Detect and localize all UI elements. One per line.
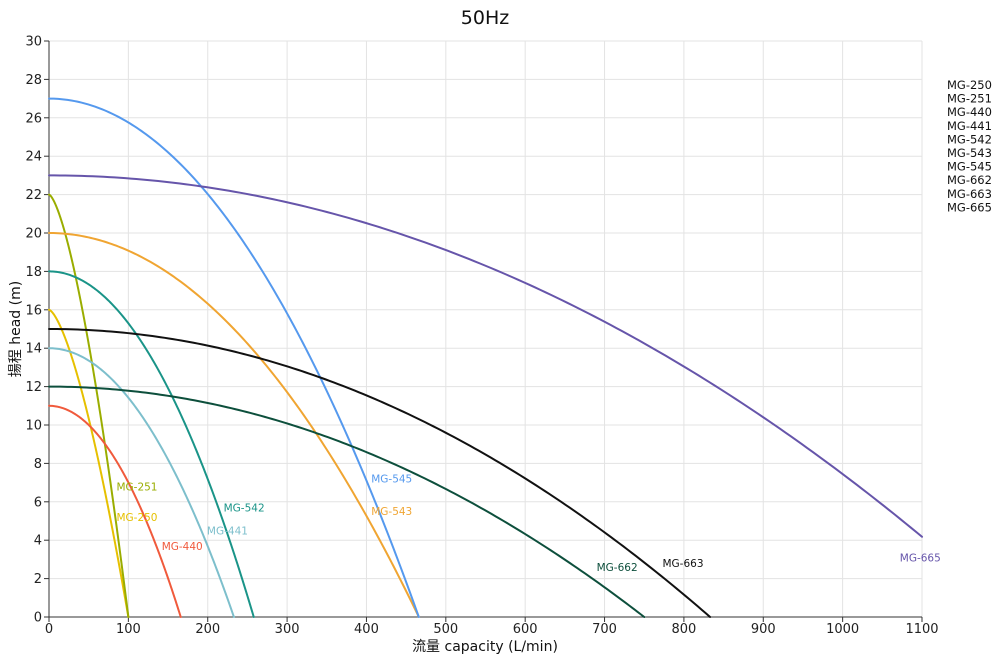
y-axis-label: 揚程 head (m) xyxy=(7,281,24,377)
curve-mg-542 xyxy=(48,270,255,618)
y-tick-label: 8 xyxy=(34,457,42,472)
curve-mg-440 xyxy=(48,404,182,618)
legend-entry: MG-545 xyxy=(947,160,992,174)
curve-label-mg-250: MG-250 xyxy=(116,512,157,524)
curve-label-mg-663: MG-663 xyxy=(662,558,703,570)
y-tick-label: 2 xyxy=(34,572,42,587)
x-tick-label: 100 xyxy=(116,622,141,637)
y-tick-label: 18 xyxy=(25,265,42,280)
y-tick-label: 10 xyxy=(25,419,42,434)
x-tick-label: 400 xyxy=(354,622,379,637)
x-tick-label: 600 xyxy=(513,622,538,637)
y-tick-label: 26 xyxy=(25,111,42,126)
curve-mg-543 xyxy=(48,232,420,618)
curve-mg-441 xyxy=(48,347,235,618)
y-tick-label: 28 xyxy=(25,73,42,88)
legend-entry: MG-441 xyxy=(947,119,992,133)
chart-title: 50Hz xyxy=(461,7,509,29)
legend-entry: MG-250 xyxy=(947,78,992,92)
x-tick-label: 1100 xyxy=(905,622,938,637)
curve-label-mg-251: MG-251 xyxy=(116,481,157,493)
curve-mg-251 xyxy=(48,193,130,618)
x-axis-label: 流量 capacity (L/min) xyxy=(412,639,558,655)
legend-entry: MG-251 xyxy=(947,92,992,106)
legend: MG-250MG-251MG-440MG-441MG-542MG-543MG-5… xyxy=(947,78,992,214)
y-tick-label: 4 xyxy=(34,534,42,549)
curve-mg-545 xyxy=(48,97,420,618)
legend-entry: MG-663 xyxy=(947,187,992,201)
curve-label-mg-542: MG-542 xyxy=(224,502,265,514)
curve-label-mg-545: MG-545 xyxy=(371,474,412,486)
x-tick-label: 200 xyxy=(195,622,220,637)
legend-entry: MG-543 xyxy=(947,146,992,160)
x-tick-label: 300 xyxy=(275,622,300,637)
curve-mg-665 xyxy=(48,174,923,538)
legend-entry: MG-662 xyxy=(947,173,992,187)
y-tick-label: 20 xyxy=(25,227,42,242)
x-tick-label: 1000 xyxy=(826,622,859,637)
series-labels: MG-250 MG-251 MG-440 MG-441 MG-542 MG-543 MG-5… xyxy=(116,474,940,574)
y-tick-label: 0 xyxy=(34,611,42,626)
curve-label-mg-662: MG-662 xyxy=(597,562,638,574)
axes: 0 100 200 300 400 500 600 700 800 900 1000 11000246… xyxy=(25,35,938,638)
x-tick-label: 900 xyxy=(751,622,776,637)
x-tick-label: 700 xyxy=(592,622,617,637)
y-tick-label: 6 xyxy=(34,495,42,510)
legend-entry: MG-665 xyxy=(947,200,992,214)
legend-entry: MG-440 xyxy=(947,105,992,119)
y-tick-label: 24 xyxy=(25,150,42,165)
grid-lines xyxy=(49,40,923,617)
curve-mg-663 xyxy=(48,328,712,618)
x-tick-label: 800 xyxy=(671,622,696,637)
curve-label-mg-665: MG-665 xyxy=(900,552,941,564)
curve-label-mg-441: MG-441 xyxy=(207,525,248,537)
legend-entry: MG-542 xyxy=(947,132,992,146)
curve-label-mg-543: MG-543 xyxy=(371,506,412,518)
x-tick-label: 500 xyxy=(433,622,458,637)
y-tick-label: 12 xyxy=(25,380,42,395)
curve-label-mg-440: MG-440 xyxy=(162,541,203,553)
y-tick-label: 16 xyxy=(25,303,42,318)
curve-mg-662 xyxy=(48,385,646,618)
y-tick-label: 14 xyxy=(25,342,42,357)
y-tick-label: 30 xyxy=(25,35,42,50)
x-tick-label: 0 xyxy=(45,622,53,637)
curve-mg-250 xyxy=(48,308,130,618)
series-curves xyxy=(48,97,923,618)
y-tick-label: 22 xyxy=(25,188,42,203)
